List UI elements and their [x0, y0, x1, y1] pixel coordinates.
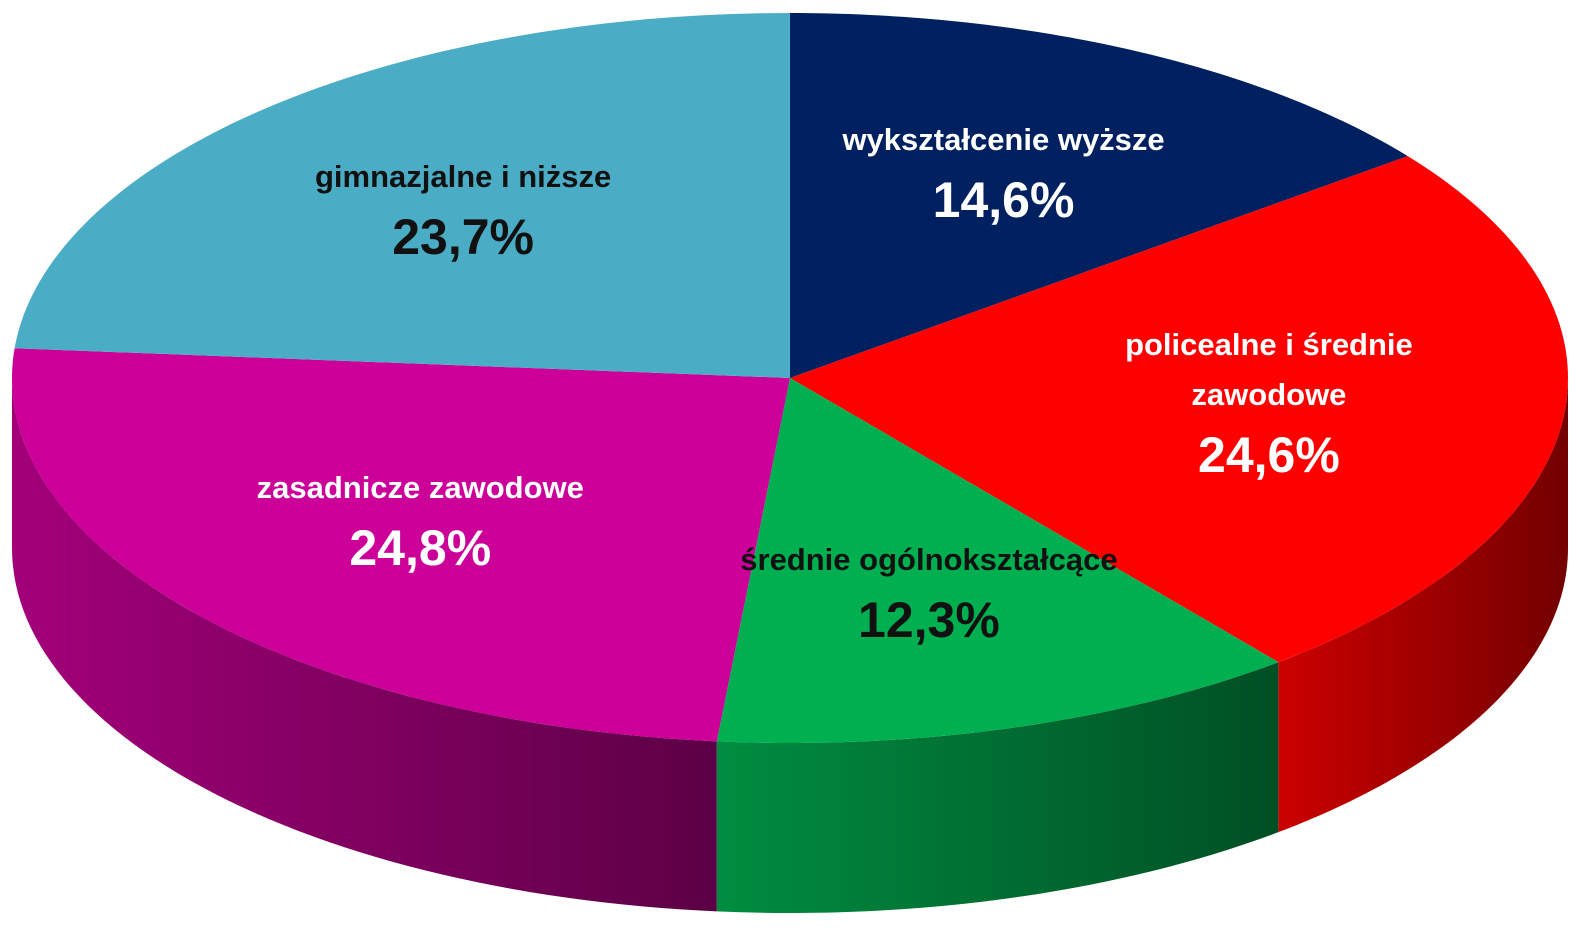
- slice: [716, 378, 1279, 743]
- slice: [12, 348, 790, 742]
- slice: [790, 156, 1568, 663]
- slice-side: [1278, 378, 1568, 833]
- slice-label: policealne i średnie zawodowe 24,6%: [1079, 320, 1459, 490]
- slice-side: [716, 662, 1279, 913]
- value-label: 14,6%: [932, 172, 1075, 229]
- value-label: 24,6%: [1198, 426, 1340, 483]
- category-label: policealne i średnie zawodowe: [1125, 326, 1413, 412]
- slice-label: średnie ogólnokształcące 12,3%: [739, 535, 1119, 655]
- category-label: wykształcenie wyższe: [842, 122, 1165, 158]
- value-label: 23,7%: [392, 208, 535, 265]
- category-label: średnie ogólnokształcące: [740, 541, 1118, 577]
- category-label: gimnazjalne i niższe: [314, 158, 612, 194]
- slice: [790, 13, 1408, 378]
- slice-side: [12, 378, 717, 912]
- slice-label: zasadnicze zawodowe 24,8%: [230, 463, 610, 583]
- category-label: zasadnicze zawodowe: [256, 470, 584, 506]
- value-label: 12,3%: [858, 591, 1000, 648]
- value-label: 24,8%: [349, 520, 492, 577]
- slice-label: wykształcenie wyższe 14,6%: [814, 115, 1194, 235]
- slice: [14, 13, 790, 378]
- slice-label: gimnazjalne i niższe 23,7%: [273, 152, 653, 272]
